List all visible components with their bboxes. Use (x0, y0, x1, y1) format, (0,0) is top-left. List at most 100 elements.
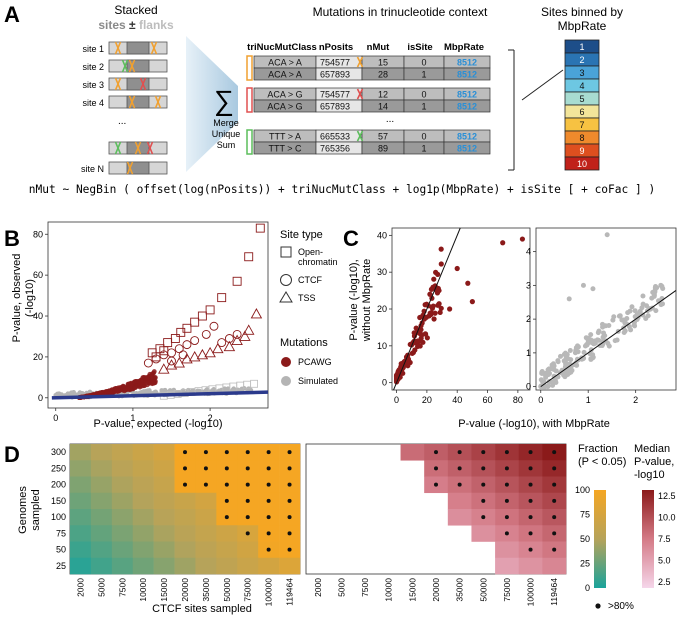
fraction-title-1: Fraction (578, 443, 618, 455)
tss-marker (250, 308, 263, 319)
fraction-cell (90, 444, 113, 461)
c-right-point (561, 370, 567, 376)
c-right-point (596, 337, 602, 343)
mutation-table: triNucMutClass nPosits nMut isSite MbpRate AC… (246, 42, 491, 155)
significance-dot (504, 450, 509, 455)
fraction-cell (111, 509, 134, 526)
c-left-point (422, 302, 428, 308)
site-type-title: Site type (280, 229, 323, 241)
merge-label-3: Sum (217, 140, 236, 150)
table-value: 765356 (320, 144, 350, 154)
c-right-point (612, 338, 618, 344)
median-cell (447, 509, 472, 526)
median-cell (400, 444, 425, 461)
fraction-cell (174, 541, 196, 559)
significance-dot (183, 450, 187, 455)
fraction-cell (216, 541, 238, 559)
y-tick-label: 40 (33, 311, 43, 321)
pcawg-point (148, 373, 154, 379)
table-value: 28 (378, 70, 388, 80)
significance-dot (481, 450, 486, 455)
significance-dot (224, 498, 229, 503)
c-left-x-label: 40 (452, 395, 462, 405)
c-left-x-label: 0 (394, 395, 399, 405)
fraction-cell (153, 460, 175, 477)
fraction-cell (174, 509, 196, 526)
table-value: 8512 (457, 58, 477, 68)
fraction-cell (153, 509, 175, 526)
panel-c: C P-value (-log10), without MbpRate 0 20 4… (343, 226, 677, 430)
significance-dot (203, 450, 208, 455)
fraction-cell (90, 541, 113, 559)
pcawg-point (136, 378, 141, 384)
fraction-cell (237, 557, 259, 575)
flanks-word: flanks (139, 18, 174, 32)
genome-label: 200 (51, 480, 66, 490)
c-right-y-label: 4 (526, 247, 531, 257)
site-count-label-left: 119464 (285, 578, 295, 606)
ctcf-marker (182, 340, 192, 350)
c-left-point (430, 303, 436, 309)
significance-dot (434, 482, 438, 487)
panel-d-xlabel: CTCF sites sampled (152, 603, 252, 615)
c-right-point (588, 332, 594, 338)
c-left-point (431, 276, 437, 282)
c-right-point (629, 304, 635, 310)
c-right-point (563, 360, 569, 366)
table-value: 8512 (457, 132, 477, 142)
y-tick-label: 80 (33, 229, 43, 239)
c-right-y-label: 1 (526, 348, 531, 358)
genome-label: 25 (56, 561, 66, 571)
c-left-point (519, 236, 526, 242)
panel-d-letter: D (4, 442, 20, 467)
mbp-rate-bins: 1 2 3 4 5 6 7 8 9 10 (564, 39, 600, 171)
fraction-cell (237, 541, 259, 559)
c-left-point (433, 269, 439, 275)
site-count-label-left: 20000 (180, 578, 190, 602)
pm-symbol: ± (129, 18, 136, 32)
bin-label: 3 (579, 68, 584, 78)
table-value: ACA > A (268, 70, 302, 80)
pcawg-point (115, 389, 120, 394)
c-right-point (566, 370, 572, 376)
c-right-y-label: 3 (526, 280, 531, 290)
significance-dot (434, 466, 438, 471)
site-count-label-right: 20000 (431, 578, 441, 602)
site-count-label-left: 50000 (222, 578, 232, 602)
median-title-1: Median (634, 443, 670, 455)
table-value: 14 (378, 102, 388, 112)
fraction-cell (195, 492, 217, 510)
table-value: 0 (421, 132, 426, 142)
c-right-point (563, 364, 569, 370)
c-right-point (632, 323, 638, 329)
significance-dot (434, 450, 438, 455)
y-tick-label: 60 (33, 270, 43, 280)
tss-marker (196, 348, 209, 360)
fraction-cell (70, 492, 92, 510)
significance-dot (552, 531, 557, 536)
genome-label: 150 (51, 496, 66, 506)
fraction-cell (111, 492, 134, 510)
median-tick-label: 7.5 (658, 534, 671, 544)
c-left-point (415, 343, 421, 350)
c-right-point (580, 282, 586, 288)
c-right-point (616, 313, 622, 319)
pcawg-legend-icon (281, 357, 291, 367)
mutation-mark (139, 77, 147, 91)
pcawg-point (150, 379, 156, 385)
significance-dot (287, 547, 292, 552)
table-value: ACA > G (267, 102, 302, 112)
significance-dot (245, 498, 250, 503)
fraction-cell (132, 525, 154, 542)
c-right-point (555, 359, 561, 365)
c-right-point (600, 334, 606, 340)
c-right-point (548, 366, 554, 372)
significance-dot (287, 515, 292, 520)
significance-dot (203, 466, 208, 471)
panel-d-ylabel-2: sampled (30, 489, 42, 531)
c-left-point (454, 265, 460, 272)
legend-tss: TSS (298, 293, 316, 303)
y-tick-label: 20 (33, 352, 43, 362)
